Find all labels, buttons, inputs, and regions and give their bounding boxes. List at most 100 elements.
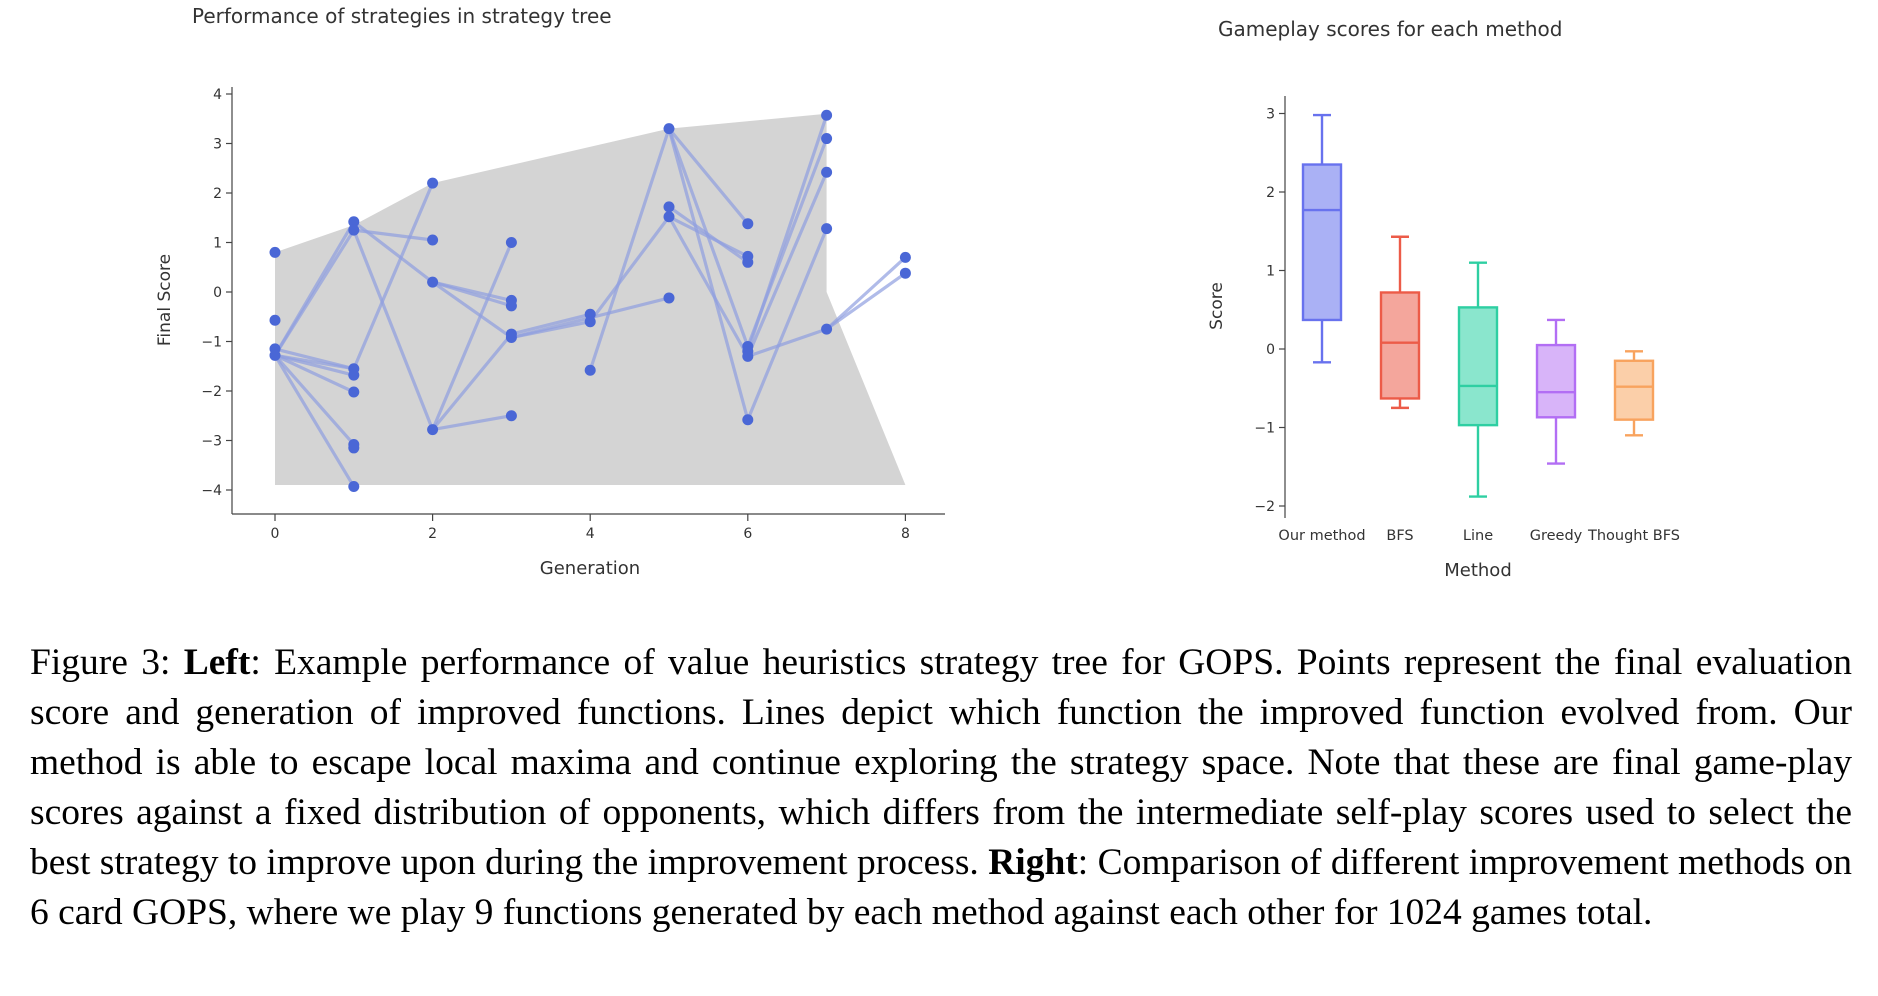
right-xtick-label-4: Thought BFS: [1587, 528, 1680, 544]
left-ytick-label-8: −4: [201, 483, 222, 499]
edge-h5-i1: [825, 256, 907, 331]
left-y-axis-label: Final Score: [155, 254, 175, 346]
left-chart-title: Performance of strategies in strategy tr…: [192, 4, 612, 28]
right-chart-title: Gameplay scores for each method: [1218, 17, 1562, 41]
edge-f1-g7: [667, 128, 750, 421]
edge-h5-i2: [825, 271, 907, 331]
left-ytick-label-2: 2: [213, 186, 222, 202]
left-xtick-label-3: 6: [743, 526, 752, 542]
strategy-point-e3: [584, 364, 596, 376]
score-envelope: [275, 113, 906, 486]
box-3: [1535, 318, 1577, 465]
left-ytick-label-6: −2: [201, 384, 222, 400]
edge-g6-h3: [746, 171, 829, 357]
caption-label: Figure 3:: [30, 642, 184, 683]
strategy-point-c4: [427, 424, 439, 436]
caption-right-heading: Right: [988, 842, 1078, 883]
box-1: [1379, 235, 1421, 410]
left-ytick-label-7: −3: [201, 434, 222, 450]
left-ytick-label-0: 4: [213, 87, 222, 103]
strategy-point-e2: [584, 316, 596, 328]
right-ytick-label-2: 1: [1266, 264, 1275, 280]
strategy-point-g1: [742, 218, 754, 230]
left-ytick-label-1: 3: [213, 137, 222, 153]
strategy-point-h5: [821, 323, 833, 335]
strategy-point-f1: [663, 123, 675, 135]
edge-c3-d5: [431, 280, 513, 339]
edge-f3-g2: [668, 215, 749, 258]
caption-left-heading: Left: [183, 642, 251, 683]
left-ytick-label-4: 0: [213, 285, 222, 301]
edge-g6-h5: [747, 327, 828, 358]
strategy-point-g6: [742, 350, 754, 362]
caption-left-text: : Example performance of value heuristic…: [30, 642, 1852, 883]
edge-e2-f3: [588, 215, 671, 323]
strategy-points: [269, 109, 911, 493]
left-x-ticks: 0 2 4 6 8: [271, 514, 910, 542]
strategy-point-c1: [427, 177, 439, 189]
edge-d4-e1: [511, 312, 591, 336]
right-x-axis-label: Method: [1444, 560, 1512, 581]
strategy-point-b7: [348, 442, 360, 454]
edge-b3-c1: [352, 182, 435, 370]
left-xtick-label-2: 4: [586, 526, 595, 542]
edge-b1-c3: [352, 220, 434, 284]
box-iqr-3: [1535, 343, 1577, 419]
gameplay-boxplot: Gameplay scores for each method 3 2 1 0 −1 −2…: [1207, 17, 1680, 581]
edge-f2-g3: [668, 205, 749, 264]
right-xtick-label-1: BFS: [1386, 528, 1413, 544]
edge-c4-d6: [432, 414, 512, 432]
strategy-point-i1: [899, 251, 911, 263]
edge-a3-b5: [274, 353, 355, 394]
strategy-point-b2: [348, 224, 360, 236]
left-xtick-label-0: 0: [271, 526, 280, 542]
strategy-point-b4: [348, 369, 360, 381]
edge-f1-g1: [667, 127, 750, 225]
left-y-ticks: 4 3 2 1 0 −1 −2 −3 −4: [201, 87, 232, 499]
left-ytick-label-5: −1: [201, 335, 222, 351]
strategy-point-b1: [348, 216, 360, 228]
right-xtick-label-3: Greedy: [1530, 528, 1583, 544]
left-xtick-label-4: 8: [901, 526, 910, 542]
edge-c4-d1: [431, 241, 513, 431]
right-ytick-label-5: −2: [1254, 499, 1275, 515]
box-iqr-4: [1613, 359, 1655, 421]
caption-right-text: : Comparison of different improvement me…: [30, 842, 1853, 933]
strategy-point-h3: [821, 166, 833, 178]
edge-e3-f1: [588, 128, 671, 371]
right-ytick-label-0: 3: [1266, 107, 1275, 123]
strategy-point-b8: [348, 481, 360, 493]
box-0: [1301, 113, 1343, 364]
strategy-point-d5: [505, 332, 517, 344]
strategy-point-f3: [663, 211, 675, 223]
right-ytick-label-1: 2: [1266, 185, 1275, 201]
strategy-point-c3: [427, 276, 439, 288]
box-2: [1457, 261, 1499, 498]
strategy-point-h4: [821, 223, 833, 235]
figure-caption: Figure 3: Left: Example performance of v…: [30, 638, 1852, 938]
right-xtick-label-0: Our method: [1278, 528, 1365, 544]
box-iqr-0: [1301, 163, 1343, 322]
right-x-ticks: Our method BFS Line Greedy Thought BFS: [1278, 528, 1680, 544]
right-ytick-label-4: −1: [1254, 421, 1275, 437]
strategy-point-a3: [269, 349, 281, 361]
strategy-point-f4: [663, 292, 675, 304]
edge-a3-b6: [273, 354, 355, 446]
left-xtick-label-1: 2: [428, 526, 437, 542]
box-iqr-2: [1457, 306, 1499, 427]
left-x-axis-label: Generation: [540, 558, 640, 579]
strategy-point-a1: [269, 314, 281, 326]
strategy-point-d3: [505, 300, 517, 312]
edge-c4-d4: [431, 333, 513, 431]
edge-a3-b2: [273, 229, 356, 357]
strategy-point-g7: [742, 414, 754, 426]
strategy-tree-chart: Performance of strategies in strategy tr…: [155, 4, 945, 579]
strategy-point-g3: [742, 256, 754, 268]
strategy-point-d1: [505, 237, 517, 248]
edge-a2-b3: [274, 347, 355, 371]
right-ytick-label-3: 0: [1266, 342, 1275, 358]
strategy-point-d6: [505, 410, 517, 422]
edge-a3-b4: [274, 353, 355, 377]
box-iqr-1: [1379, 291, 1421, 400]
edge-a3-b8: [273, 354, 356, 488]
